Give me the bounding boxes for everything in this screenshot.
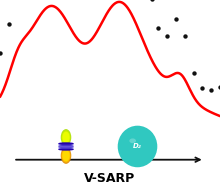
Ellipse shape (118, 126, 157, 167)
Ellipse shape (129, 138, 136, 143)
Ellipse shape (58, 148, 74, 151)
Ellipse shape (58, 147, 74, 149)
Point (192, 71, 195, 74)
Ellipse shape (62, 130, 70, 144)
Point (218, 86, 220, 89)
Text: D₂: D₂ (133, 143, 142, 149)
Point (7, 22, 11, 25)
Text: V-SARP: V-SARP (84, 172, 136, 185)
Point (165, 35, 169, 38)
Ellipse shape (58, 144, 74, 146)
Ellipse shape (58, 142, 74, 145)
Point (201, 87, 204, 90)
Ellipse shape (61, 129, 71, 146)
Point (183, 35, 187, 38)
Ellipse shape (62, 132, 70, 143)
Ellipse shape (58, 145, 74, 148)
Point (174, 17, 178, 20)
Ellipse shape (62, 149, 70, 163)
Point (209, 88, 213, 91)
Ellipse shape (62, 150, 70, 161)
Point (0, 52, 2, 55)
Ellipse shape (61, 147, 71, 164)
Point (157, 26, 160, 29)
